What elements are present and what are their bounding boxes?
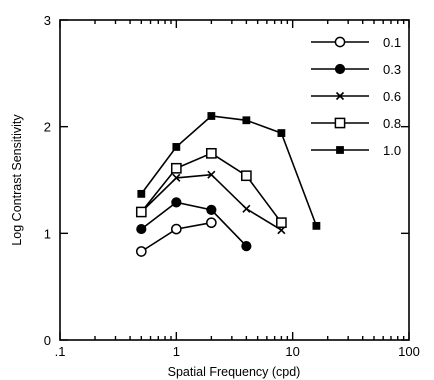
- series-0.1: [135, 217, 217, 257]
- legend-label: 0.8: [383, 116, 401, 131]
- x-tick-label: 10: [285, 344, 299, 359]
- cross-stroke: [242, 204, 251, 213]
- data-point: [206, 204, 217, 215]
- y-tick-label: 3: [44, 13, 51, 28]
- data-point: [206, 147, 217, 159]
- data-point: [277, 129, 286, 137]
- legend-entry: 0.3: [311, 62, 401, 77]
- data-point: [241, 170, 252, 182]
- data-point: [242, 116, 251, 125]
- x-axis-title: Spatial Frequency (cpd): [168, 365, 301, 379]
- series-1.0: [137, 112, 321, 230]
- plot-frame: [59, 19, 410, 341]
- data-point: [312, 221, 321, 230]
- data-point: [334, 117, 346, 129]
- data-point: [170, 223, 182, 235]
- data-point: [206, 217, 217, 229]
- x-tick-label: .1: [55, 344, 66, 359]
- cross-stroke: [207, 170, 216, 179]
- data-point: [170, 162, 182, 174]
- legend-entry: 0.8: [311, 116, 401, 131]
- data-point: [336, 146, 344, 154]
- series-group: [135, 112, 321, 257]
- ticks: 0 1 2 3 .1 1 10 100: [44, 13, 420, 359]
- data-point: [242, 204, 251, 213]
- cross-stroke: [335, 91, 345, 101]
- y-tick-label: 0: [44, 333, 51, 348]
- data-point: [207, 170, 216, 179]
- data-point: [171, 197, 182, 208]
- data-point: [241, 241, 252, 252]
- legend-entry: 0.6: [311, 89, 401, 104]
- data-point: [276, 217, 287, 229]
- data-point: [172, 143, 181, 151]
- series-line: [140, 201, 247, 247]
- data-point: [137, 189, 146, 198]
- data-point: [172, 173, 181, 182]
- legend-entry: 0.1: [311, 35, 401, 50]
- data-point: [335, 91, 345, 101]
- x-tick-label: 100: [398, 344, 420, 359]
- cross-stroke: [172, 173, 181, 182]
- y-tick-label: 2: [44, 120, 51, 135]
- y-tick-label: 1: [44, 226, 51, 241]
- data-point: [136, 223, 147, 235]
- legend-label: 0.3: [383, 62, 401, 77]
- data-point: [207, 112, 216, 120]
- legend-label: 0.1: [383, 35, 401, 50]
- x-tick-label: 1: [173, 344, 180, 359]
- legend-label: 0.6: [383, 89, 401, 104]
- y-axis-title: Log Contrast Sensitivity: [10, 114, 24, 246]
- data-point: [334, 63, 346, 75]
- series-0.8: [135, 147, 287, 229]
- data-point: [334, 36, 346, 48]
- data-point: [135, 246, 147, 257]
- data-point: [135, 206, 147, 218]
- series-line: [140, 115, 318, 227]
- legend-entry: 1.0: [311, 143, 401, 158]
- legend: 0.1 0.3 0.6 0.8 1.0: [311, 35, 401, 158]
- axes: [59, 19, 410, 341]
- series-0.3: [136, 197, 252, 252]
- legend-label: 1.0: [383, 143, 401, 158]
